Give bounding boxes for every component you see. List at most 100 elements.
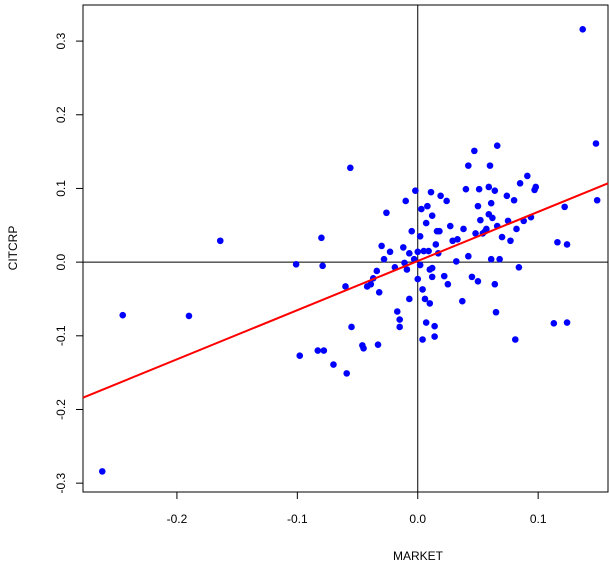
- point: [440, 272, 448, 280]
- point: [98, 468, 106, 475]
- point: [402, 197, 410, 205]
- y-tick-label: 0.3: [54, 32, 68, 49]
- point: [314, 347, 322, 354]
- point: [532, 183, 540, 191]
- point: [427, 188, 435, 196]
- point: [550, 319, 558, 327]
- point: [487, 255, 495, 263]
- point: [477, 216, 484, 224]
- point: [393, 308, 401, 315]
- x-tick-label: 0.0: [409, 512, 426, 526]
- point: [414, 275, 422, 283]
- point: [296, 352, 304, 359]
- point: [496, 255, 503, 263]
- point: [465, 252, 472, 260]
- point: [425, 247, 432, 255]
- point: [454, 235, 461, 243]
- point: [452, 258, 460, 265]
- point: [375, 289, 383, 296]
- x-tick-label: -0.1: [287, 512, 308, 526]
- y-tick-label: -0.3: [54, 472, 68, 493]
- point: [406, 249, 413, 257]
- x-tick-label: -0.2: [167, 512, 188, 526]
- point: [437, 192, 444, 200]
- point: [563, 241, 571, 248]
- point: [420, 247, 428, 255]
- point: [319, 262, 326, 270]
- point: [378, 242, 385, 250]
- x-tick-label: 0.1: [530, 512, 547, 526]
- y-axis-title: CITCRP: [6, 226, 20, 271]
- point: [403, 266, 411, 273]
- point: [516, 179, 524, 187]
- point: [563, 319, 571, 326]
- point: [460, 225, 467, 233]
- point: [399, 244, 407, 251]
- point: [348, 323, 355, 331]
- y-tick-label: -0.2: [54, 399, 68, 420]
- point: [343, 370, 351, 377]
- point: [320, 347, 328, 354]
- point: [511, 336, 519, 343]
- point: [414, 248, 422, 256]
- point: [485, 183, 493, 191]
- fit-line: [82, 182, 609, 399]
- point: [416, 233, 424, 240]
- point: [432, 241, 440, 248]
- point: [513, 225, 520, 233]
- point: [330, 361, 337, 368]
- point: [318, 234, 325, 242]
- point: [483, 225, 490, 233]
- point: [292, 261, 300, 268]
- point: [383, 209, 390, 217]
- y-tick-label: 0.0: [54, 253, 68, 270]
- point: [342, 283, 349, 290]
- point: [446, 222, 454, 230]
- point: [554, 238, 561, 246]
- point: [561, 203, 568, 211]
- point: [386, 248, 394, 256]
- point: [474, 202, 482, 210]
- point: [491, 187, 499, 194]
- point: [524, 172, 531, 180]
- point: [428, 264, 436, 272]
- point: [422, 319, 430, 326]
- point: [412, 187, 419, 194]
- point: [373, 267, 381, 275]
- point: [428, 212, 436, 220]
- point: [408, 227, 416, 235]
- point: [380, 255, 388, 263]
- point: [360, 345, 367, 352]
- point: [426, 300, 434, 307]
- point: [396, 316, 403, 323]
- point: [428, 273, 436, 281]
- point: [465, 162, 472, 169]
- point: [459, 297, 466, 305]
- point: [468, 273, 476, 281]
- point: [487, 199, 495, 207]
- point: [347, 164, 354, 172]
- point: [185, 312, 193, 320]
- point: [474, 277, 482, 285]
- point: [119, 311, 127, 319]
- point: [510, 196, 518, 204]
- point: [418, 205, 425, 213]
- point: [216, 237, 224, 245]
- y-tick-label: 0.1: [54, 180, 68, 197]
- point: [421, 295, 429, 303]
- point: [592, 140, 600, 147]
- point: [431, 333, 438, 340]
- y-tick-label: 0.2: [54, 106, 68, 123]
- point: [436, 227, 443, 235]
- point: [424, 202, 431, 210]
- x-axis-title: MARKET: [393, 549, 444, 563]
- point: [431, 322, 438, 330]
- point: [593, 196, 601, 204]
- point: [498, 233, 506, 241]
- point: [419, 286, 426, 293]
- point: [475, 185, 483, 193]
- point: [515, 263, 523, 271]
- point: [507, 237, 514, 245]
